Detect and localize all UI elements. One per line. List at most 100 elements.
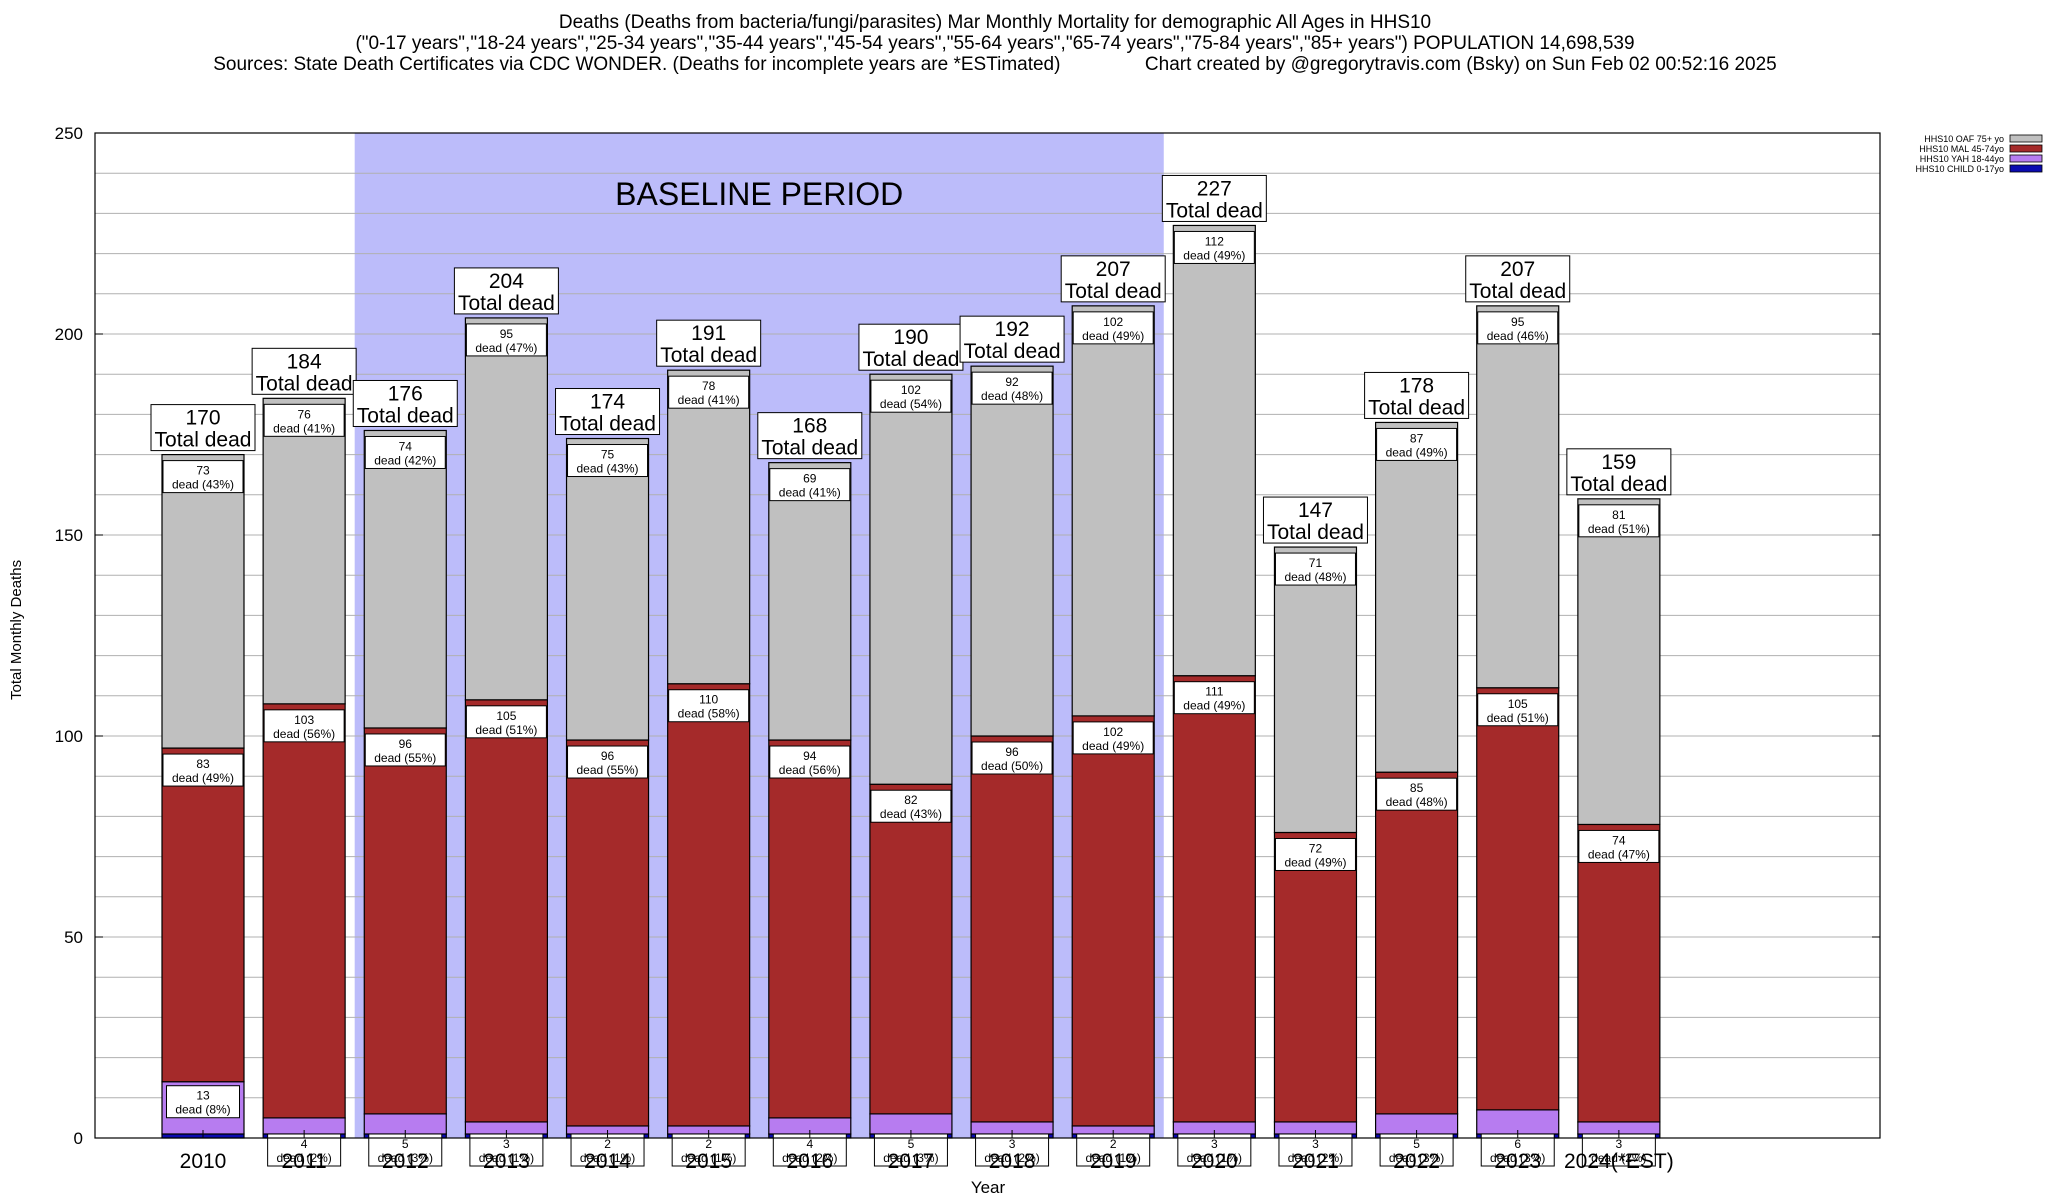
total-suffix: Total dead <box>1267 521 1364 544</box>
total-label-box <box>656 319 762 367</box>
baseline-label: BASELINE PERIOD <box>615 176 903 212</box>
bar-segment-oaf <box>1172 224 1256 677</box>
segment-label: 78 <box>702 379 716 393</box>
segment-label: 110 <box>699 693 718 707</box>
segment-label: dead (49%) <box>1183 248 1245 262</box>
total-label-box <box>1060 255 1166 303</box>
total-suffix: Total dead <box>1065 280 1162 303</box>
y-tick-label: 0 <box>74 1129 83 1148</box>
segment-label-box <box>769 745 851 779</box>
segment-label: 95 <box>1511 315 1525 329</box>
total-suffix: Total dead <box>964 340 1061 363</box>
segment-label: 103 <box>294 713 314 727</box>
total-value: 178 <box>1399 374 1434 397</box>
segment-label-box <box>267 1133 342 1167</box>
total-label-box <box>1161 174 1267 222</box>
segment-label: 74 <box>399 439 413 453</box>
segment-label-box <box>570 1133 645 1167</box>
segment-label: dead (3%) <box>1490 1151 1545 1165</box>
total-value: 207 <box>1500 258 1535 281</box>
total-label-box <box>555 388 661 436</box>
segment-label: dead (49%) <box>1284 855 1346 869</box>
segment-label-box <box>465 323 547 357</box>
segment-label: dead (46%) <box>1487 329 1549 343</box>
segment-label: dead (51%) <box>475 723 537 737</box>
segment-label-box <box>1177 1133 1252 1167</box>
segment-label-box <box>1477 693 1559 727</box>
segment-label: 95 <box>500 327 514 341</box>
total-value: 170 <box>185 407 220 430</box>
segment-label-box <box>870 789 952 823</box>
bar-segment-oaf <box>869 373 953 785</box>
segment-label: dead (43%) <box>577 462 639 476</box>
segment-label: 105 <box>496 709 516 723</box>
segment-label: dead (1%) <box>580 1151 635 1165</box>
segment-label: 71 <box>1309 556 1323 570</box>
bar-segment-mal <box>565 739 650 1127</box>
legend-entry-label: HHS10 CHILD 0-17yo <box>1915 164 2004 174</box>
segment-label-box <box>1379 1133 1454 1167</box>
x-tick-label: 2014 <box>584 1150 631 1173</box>
segment-label-box <box>364 733 446 767</box>
segment-label: dead (1%) <box>479 1151 534 1165</box>
segment-label-box <box>1376 777 1458 811</box>
bar-segment-oaf <box>363 429 447 729</box>
segment-label: dead (47%) <box>1588 847 1650 861</box>
segment-label: dead (49%) <box>1183 699 1245 713</box>
y-tick-label: 200 <box>55 325 83 344</box>
segment-label: 87 <box>1410 431 1424 445</box>
bar-segment-mal <box>161 747 245 1083</box>
bar-segment-mal <box>262 703 346 1119</box>
segment-label: dead (43%) <box>172 478 234 492</box>
x-tick-label: 2019 <box>1090 1150 1137 1173</box>
segment-label-box <box>772 1133 847 1167</box>
bar-segment-oaf <box>970 365 1054 737</box>
total-value: 207 <box>1096 258 1131 281</box>
segment-label-box <box>1274 552 1356 586</box>
total-value: 176 <box>388 382 423 405</box>
total-suffix: Total dead <box>559 413 656 436</box>
title-line-3: Sources: State Death Certificates via CD… <box>213 54 1777 75</box>
segment-label: 2 <box>705 1137 712 1151</box>
total-suffix: Total dead <box>1570 473 1667 496</box>
x-tick-label: 2016 <box>786 1150 833 1173</box>
x-tick-label: 2024(*EST) <box>1564 1150 1674 1173</box>
bar-segment-oaf <box>262 397 346 705</box>
segment-label-box <box>1076 1133 1151 1167</box>
segment-label: dead (50%) <box>981 759 1043 773</box>
bar-segment-oaf <box>1577 498 1661 826</box>
segment-label: 96 <box>601 749 615 763</box>
segment-label-box <box>668 375 750 409</box>
total-label-box <box>959 315 1065 363</box>
total-label-box <box>453 267 559 315</box>
x-tick-label: 2023 <box>1494 1150 1541 1173</box>
total-suffix: Total dead <box>155 429 252 452</box>
legend-swatch-mal <box>2009 144 2043 153</box>
segment-label: dead (49%) <box>1082 329 1144 343</box>
segment-label: 72 <box>1309 841 1323 855</box>
segment-label: dead (55%) <box>577 763 639 777</box>
total-label-box <box>1465 255 1571 303</box>
bar-segment-mal <box>1071 715 1155 1127</box>
total-value: 227 <box>1197 177 1232 200</box>
segment-label-box <box>971 371 1053 405</box>
segment-label: dead (58%) <box>678 707 740 721</box>
segment-label: 92 <box>1005 375 1019 389</box>
segment-label: 76 <box>297 407 311 421</box>
bar-segment-oaf <box>1476 305 1560 689</box>
segment-label: dead (2%) <box>1591 1151 1646 1165</box>
total-label-box <box>150 404 256 452</box>
x-tick-label: 2013 <box>483 1150 530 1173</box>
segment-label: 94 <box>803 749 817 763</box>
legend-swatch-child <box>2009 164 2043 173</box>
segment-label: dead (8%) <box>175 1103 230 1117</box>
x-tick-label: 2017 <box>888 1150 935 1173</box>
x-tick-label: 2011 <box>282 1150 327 1173</box>
total-label-box <box>757 412 863 460</box>
segment-label: 2 <box>1110 1137 1117 1151</box>
segment-label: 6 <box>1514 1137 1521 1151</box>
